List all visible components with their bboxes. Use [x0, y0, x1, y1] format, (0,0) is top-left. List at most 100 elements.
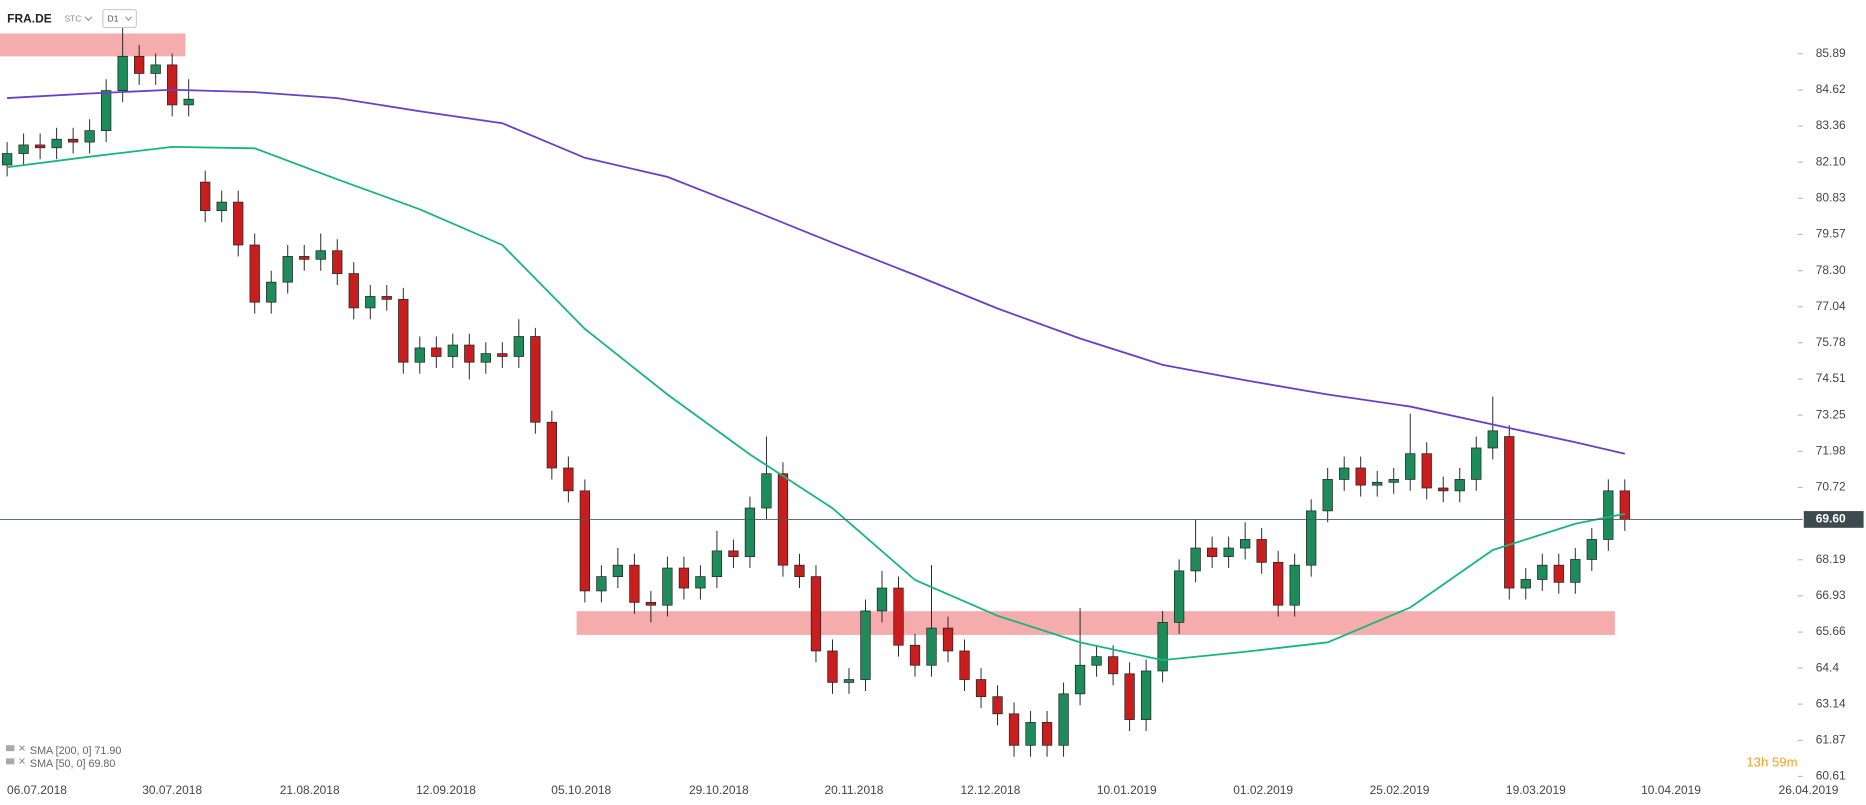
candle-body [1603, 490, 1614, 540]
x-tick-label: 05.10.2018 [551, 783, 611, 797]
y-tick-label: 66.93 [1816, 588, 1846, 602]
candle-body [579, 490, 591, 592]
countdown: 13h 59m [1746, 755, 1797, 770]
candle-body [860, 610, 871, 680]
legend-entry: SMA [200, 0] 71.90 [30, 745, 121, 757]
sma-line [6, 145, 1626, 662]
y-tick-label: 65.66 [1816, 624, 1846, 638]
candle-body [1454, 479, 1465, 492]
candle-body [431, 347, 442, 357]
candle-body [216, 201, 227, 212]
candle-body [51, 138, 62, 149]
candle-body [711, 550, 723, 577]
candle-body [1041, 722, 1053, 746]
x-tick-label: 29.10.2018 [689, 783, 749, 797]
y-tick-label: 61.87 [1816, 733, 1846, 747]
candle-body [67, 138, 79, 143]
y-tick-label: 71.98 [1816, 444, 1846, 458]
candle-body [926, 627, 937, 666]
candle-body [1570, 559, 1581, 583]
symbol: FRA.DE [7, 11, 52, 25]
candle-body [1058, 693, 1069, 746]
y-tick-label: 64.4 [1816, 660, 1840, 674]
candle-body [1074, 664, 1086, 695]
candle-body [975, 679, 987, 698]
candle-body [1091, 656, 1102, 666]
candle-body [1025, 722, 1036, 746]
candle-body [1, 153, 13, 166]
candle-body [1173, 570, 1185, 623]
candle-body [299, 256, 310, 260]
candle-body [942, 627, 954, 652]
candle-body [249, 244, 260, 303]
candle-body [629, 564, 640, 603]
timeframe-box[interactable] [102, 8, 137, 29]
candle-body [1520, 579, 1531, 589]
x-tick-label: 12.09.2018 [416, 783, 476, 797]
candle-body [1339, 467, 1350, 480]
candle-body [1586, 539, 1597, 560]
x-tick-label: 26.04.2019 [1779, 783, 1839, 797]
candle-body [1553, 564, 1564, 583]
last-price-label: 69.60 [1816, 512, 1846, 526]
candle-body [1306, 510, 1317, 566]
zone [576, 611, 1615, 635]
candle-body [1206, 547, 1218, 557]
x-tick-label: 06.07.2018 [7, 783, 67, 797]
candle-body [365, 296, 376, 309]
candle-body [645, 601, 657, 606]
candle-body [332, 250, 343, 274]
y-tick-label: 73.25 [1816, 407, 1846, 421]
y-tick-label: 70.72 [1816, 480, 1846, 494]
candle-body [876, 587, 888, 612]
candle-body [266, 281, 277, 303]
y-tick-label: 84.62 [1816, 82, 1846, 96]
candle-body [612, 564, 624, 577]
x-tick-label: 01.02.2019 [1233, 783, 1293, 797]
candle-body [464, 344, 475, 363]
plot [1, 22, 1630, 757]
candle-body [183, 98, 194, 106]
y-tick-label: 83.36 [1816, 118, 1846, 132]
legend-icon[interactable] [5, 758, 15, 765]
y-tick-label: 74.51 [1816, 371, 1846, 385]
candle-body [662, 567, 673, 606]
x-tick-label: 20.11.2018 [824, 783, 883, 797]
candle-body [167, 64, 178, 106]
y-tick-label: 78.30 [1816, 263, 1846, 277]
candle-body [827, 650, 838, 683]
candle-body [1157, 622, 1168, 672]
candle-body [348, 273, 359, 309]
symbol-type[interactable]: STC [65, 13, 82, 23]
x-tick-label: 12.12.2018 [961, 783, 1021, 797]
x-tick-label: 10.01.2019 [1097, 783, 1157, 797]
candle-body [1372, 481, 1383, 486]
y-tick-label: 75.78 [1816, 335, 1846, 349]
candle-body [414, 347, 425, 363]
candle-body [695, 576, 706, 589]
x-tick-label: 25.02.2019 [1370, 783, 1430, 797]
x-tick-label: 30.07.2018 [142, 783, 202, 797]
legend-entry: SMA [50, 0] 69.80 [30, 758, 115, 770]
legend-icon[interactable] [5, 745, 15, 752]
candle-body [678, 567, 690, 589]
y-tick-label: 85.89 [1816, 46, 1846, 60]
candle-body [1107, 656, 1119, 675]
candle-body [1421, 453, 1432, 489]
header: FRA.DE STC D1 [7, 8, 137, 29]
candle-body [200, 181, 211, 212]
x-tick-label: 19.03.2019 [1506, 783, 1566, 797]
candle-body [101, 90, 112, 132]
candle-body [1240, 539, 1251, 549]
legend-close[interactable]: ✕ [18, 756, 26, 767]
candle-body [563, 467, 574, 492]
candle-body [1289, 564, 1300, 606]
candle-body [1273, 561, 1284, 606]
timeframe: D1 [108, 13, 119, 23]
candle-body [1223, 547, 1234, 557]
legend-close[interactable]: ✕ [18, 743, 26, 754]
candle-body [497, 353, 508, 357]
candle-body [315, 250, 326, 260]
